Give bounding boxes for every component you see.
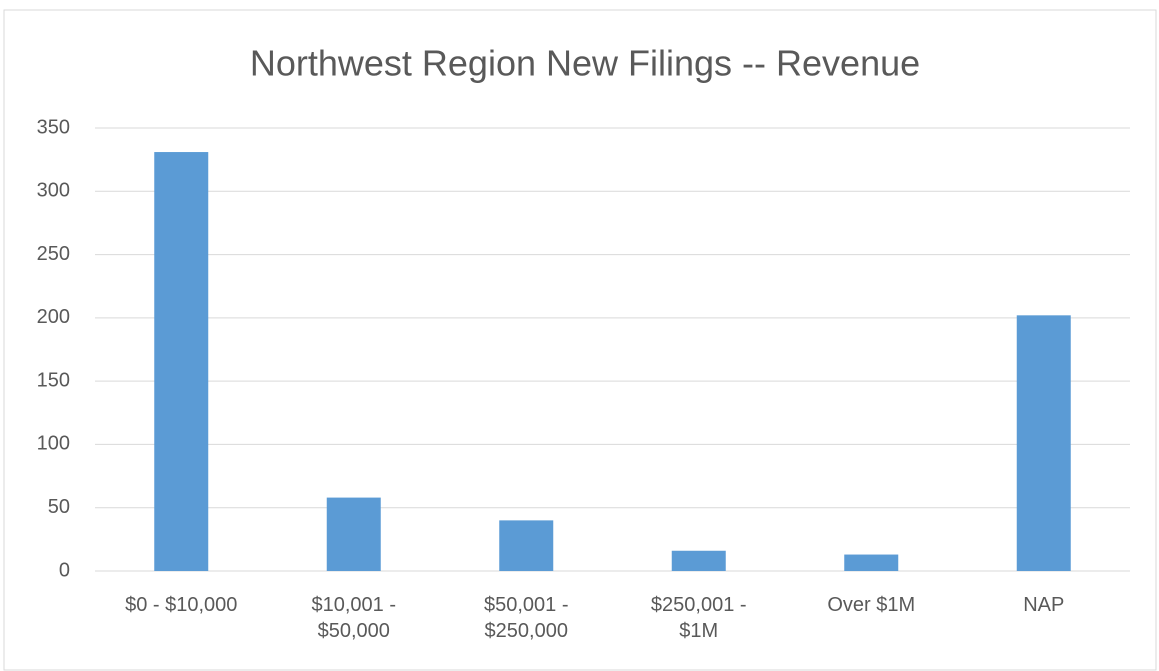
x-tick-label: $50,001 - $250,000 [483, 594, 569, 642]
bar [499, 520, 554, 571]
x-tick-label: NAP [1023, 594, 1065, 616]
bar [844, 554, 899, 571]
bar [671, 550, 726, 571]
y-tick-label: 200 [37, 306, 70, 328]
y-tick-label: 150 [37, 369, 70, 391]
x-tick-label: $0 - $10,000 [125, 594, 238, 616]
y-tick-label: 250 [37, 243, 70, 265]
y-tick-label: 100 [37, 433, 70, 455]
y-tick-label: 0 [59, 559, 70, 581]
bar [154, 152, 209, 571]
x-tick-label: $250,001 - $1M [650, 594, 747, 642]
bar [326, 497, 381, 571]
x-tick-label: Over $1M [827, 594, 916, 616]
y-tick-label: 350 [37, 116, 70, 138]
y-tick-label: 50 [48, 496, 70, 518]
x-tick-label: $10,001 - $50,000 [311, 594, 396, 642]
bar [1016, 315, 1071, 571]
chart-title: Northwest Region New Filings -- Revenue [250, 43, 920, 84]
y-tick-label: 300 [37, 180, 70, 202]
